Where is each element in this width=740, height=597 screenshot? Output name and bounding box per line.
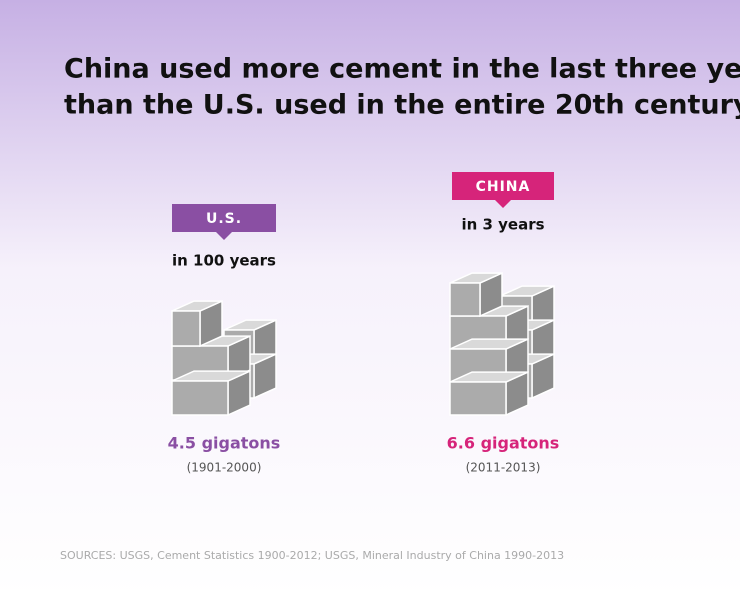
badge-label: CHINA (476, 179, 531, 195)
cement-blocks (171, 271, 555, 417)
badge-label: U.S. (206, 211, 242, 227)
period: in 3 years (461, 216, 544, 234)
us-badge (172, 204, 276, 240)
block-face (171, 380, 229, 416)
title-line: China used more cement in the last three… (64, 54, 740, 85)
block-face (171, 310, 201, 347)
china-badge (452, 172, 554, 208)
title-line: than the U.S. used in the entire 20th ce… (64, 90, 740, 121)
period: in 100 years (172, 252, 276, 270)
sources: SOURCES: USGS, Cement Statistics 1900-20… (60, 549, 564, 562)
years: (1901-2000) (187, 461, 262, 475)
amount: 6.6 gigatons (447, 434, 560, 453)
block-face (449, 282, 481, 317)
amount: 4.5 gigatons (168, 434, 281, 453)
block-face (449, 381, 507, 416)
years: (2011-2013) (466, 461, 541, 475)
